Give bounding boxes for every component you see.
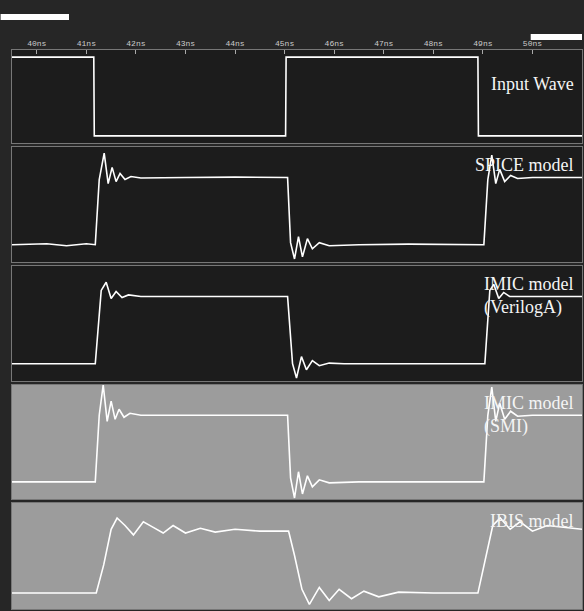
svg-text:41ns: 41ns: [77, 39, 96, 48]
svg-text:SPICE model: SPICE model: [475, 155, 574, 175]
svg-text:44ns: 44ns: [225, 39, 244, 48]
svg-text:50ns: 50ns: [523, 39, 542, 48]
svg-text:IMIC model(VerilogA): IMIC model(VerilogA): [484, 274, 574, 318]
svg-text:IBIS model: IBIS model: [490, 511, 574, 531]
svg-text:Input Wave: Input Wave: [491, 74, 574, 94]
svg-text:46ns: 46ns: [325, 39, 344, 48]
svg-text:48ns: 48ns: [424, 39, 443, 48]
svg-text:42ns: 42ns: [126, 39, 145, 48]
svg-text:IMIC model(SMI): IMIC model(SMI): [484, 393, 574, 437]
svg-text:40ns: 40ns: [27, 39, 46, 48]
svg-text:45ns: 45ns: [275, 39, 294, 48]
svg-text:47ns: 47ns: [374, 39, 393, 48]
svg-text:43ns: 43ns: [176, 39, 195, 48]
svg-text:49ns: 49ns: [473, 39, 492, 48]
